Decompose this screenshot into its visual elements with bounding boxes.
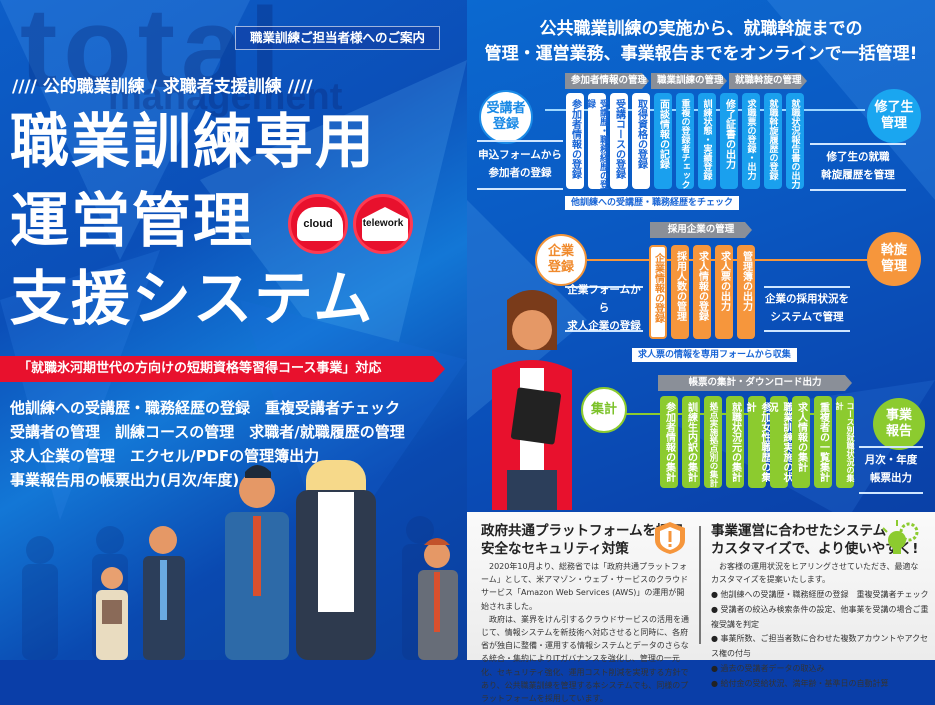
stage-reports: 帳票の集計・ダウンロード出力 <box>658 375 852 391</box>
security-title: 政府共通プラットフォームを採用 安全なセキュリティ対策 <box>481 523 684 558</box>
telework-badge: telework <box>353 194 413 254</box>
flow1-column: 求職票の登録・出力 <box>742 93 760 189</box>
support-ribbon: 「就職氷河期世代の方向けの短期資格等習得コース事業」対応 <box>0 356 445 382</box>
flow3-output-arrow: 月次・年度 帳票出力 <box>859 446 923 494</box>
title-line-3: 支援システム <box>10 264 375 333</box>
title-line-2: 運営管理 <box>10 186 255 255</box>
flow2-input-arrow: 企業フォームから 求人企業の登録 <box>565 284 643 332</box>
title-line-1: 職業訓練専用 <box>10 107 377 176</box>
flow3-column: 職業訓練実施の状況 <box>766 396 792 488</box>
customize-item: 事業所数、ご担当者数に合わせた複数アカウントやアクセス権の付与 <box>711 632 931 662</box>
flow3-start-circle: 集計 <box>581 387 627 433</box>
flow3-column: 拠点実施拠点別の集計 <box>704 396 722 488</box>
lightbulb-gear-icon <box>882 520 919 554</box>
subtitle: //// 公的職業訓練 / 求職者支援訓練 //// <box>12 77 313 97</box>
flow1-column: 取得資格の登録 <box>632 93 650 189</box>
flow3-column: 参加者情報の集計 <box>660 396 678 488</box>
cloud-badge: cloud <box>288 194 348 254</box>
flow1-end-circle: 修了生 管理 <box>867 89 921 143</box>
customize-item: 過去の受講者データの取込み <box>711 662 931 677</box>
shield-alert-icon <box>655 522 685 554</box>
info-panel: 政府共通プラットフォームを採用 安全なセキュリティ対策 2020年10月より、総… <box>467 512 935 703</box>
flow1-column: 修了証書の出力 <box>720 93 738 189</box>
flow1-start-circle: 受講者 登録 <box>479 90 533 144</box>
cloud-lock-icon <box>297 207 343 241</box>
flow1-input-arrow: 申込フォームから 参加者の登録 <box>477 140 563 190</box>
flow1-column: 訓練状態・実績登録 <box>698 93 716 189</box>
flow2-column: 求人票の出力 <box>715 245 733 339</box>
headline-line-2: 管理・運営業務、事業報告までをオンラインで一括管理! <box>484 44 918 64</box>
flow2-end-circle: 斡旋 管理 <box>867 232 921 286</box>
flow1-column: 重複の登録者チェック <box>676 93 694 189</box>
flow1-column: 受講歴・職務経歴の登録 <box>585 93 608 189</box>
stage-placement: 就職斡旋の管理 <box>729 73 807 89</box>
flow2-column: 企業情報の登録 <box>649 245 667 339</box>
flow2-output-arrow: 企業の採用状況を システムで管理 <box>764 286 850 332</box>
bg-word-management: management <box>108 76 343 118</box>
flow1-column: 参加者情報の登録 <box>566 93 584 189</box>
panel-divider <box>699 526 701 644</box>
security-body: 2020年10月より、総務省では「政府共通プラットフォーム」として、米アマゾン・… <box>481 562 689 703</box>
flow3-line <box>625 413 825 415</box>
flow3-end-circle: 事業 報告 <box>873 398 925 450</box>
flow2-start-circle: 企業 登録 <box>535 234 587 286</box>
business-people-illustration <box>22 460 458 660</box>
flow3-column: 参加女性職歴の集計 <box>744 396 770 488</box>
flow3-column: 重複者の一覧集計 <box>814 396 832 488</box>
customize-title: 事業運営に合わせたシステム カスタマイズで、より使いやすく! <box>711 523 919 558</box>
telework-badge-label: telework <box>362 218 404 229</box>
flow2-note: 求人票の情報を専用フォームから収集 <box>632 348 797 362</box>
flow2-column: 求人情報の登録 <box>693 245 711 339</box>
feature-line: 求人企業の管理 エクセル/PDFの管理簿出力 <box>10 447 320 465</box>
stage-company: 採用企業の管理 <box>650 222 752 238</box>
stage-training: 職業訓練の管理 <box>651 73 727 89</box>
cloud-badge-label: cloud <box>303 218 333 230</box>
flow1-column: 受講コースの登録 <box>610 93 628 189</box>
customize-item: 他訓練への受講歴・職務経歴の登録 重複受講者チェック <box>711 588 931 603</box>
bg-word-total: total <box>20 0 287 110</box>
flow1-output-arrow: 修了生の就職 斡旋履歴を管理 <box>810 143 906 191</box>
flow1-column: 面談情報の記録 <box>654 93 672 189</box>
flow1-note: 他訓練への受講歴・職務経歴をチェック <box>565 196 740 210</box>
feature-line: 受講者の管理 訓練コースの管理 求職者/就職履歴の管理 <box>10 423 405 441</box>
flow3-column: 求人情報の集計 <box>792 396 810 488</box>
feature-line: 他訓練への受講歴・職務経歴の登録 重複受講者チェック <box>10 399 401 417</box>
flow2-column: 管理簿の出力 <box>737 245 755 339</box>
left-page: total management 職業訓練ご担当者様へのご案内 //// 公的職… <box>0 0 467 660</box>
feature-line: 事業報告用の帳票出力(月次/年度) <box>10 471 240 489</box>
flow1-column: 就職状況報告書の出力 <box>786 93 804 189</box>
customize-body: お客様の運用状況をヒアリングさせていただき、最適なカスタマイズを提案いたします。 <box>711 562 919 585</box>
customize-list: 他訓練への受講歴・職務経歴の登録 重複受講者チェック 受講者の絞込み検索条件の設… <box>711 588 931 692</box>
stage-participant: 参加者情報の管理 <box>565 73 649 89</box>
flow3-column: 訓練生内訳の集計 <box>682 396 700 488</box>
flow3-column: コース別就職状況の集計 <box>835 396 855 488</box>
flow2-column: 採用人数の管理 <box>671 245 689 339</box>
notice-label: 職業訓練ご担当者様へのご案内 <box>235 26 440 50</box>
headline-line-1: 公共職業訓練の実施から、就職斡旋までの <box>539 19 863 39</box>
customize-item: 受講者の絞込み検索条件の設定、他事業を受講の場合ご重複受講を判定 <box>711 603 931 633</box>
presenter-woman-illustration <box>492 290 572 510</box>
flow1-column: 就職斡旋履歴の登録 <box>764 93 782 189</box>
flow3-column: 就職状況元の集計 <box>726 396 744 488</box>
customize-item: 給付金の受給状況、満年齢・基準日の自動計算 <box>711 677 931 692</box>
